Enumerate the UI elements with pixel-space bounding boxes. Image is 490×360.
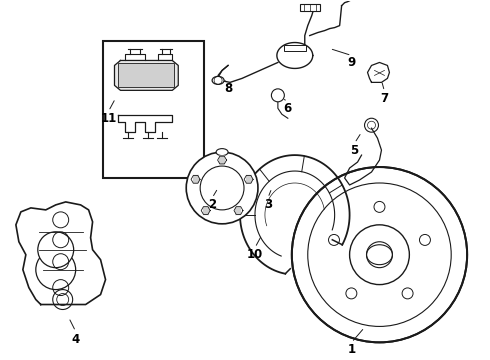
Bar [119,63,174,87]
Polygon shape [218,156,226,164]
Text: 4: 4 [72,333,80,346]
Polygon shape [368,62,390,82]
Text: 11: 11 [100,112,117,125]
Polygon shape [119,115,172,132]
Circle shape [271,89,284,102]
Text: 5: 5 [350,144,359,157]
Bar [284,45,306,50]
Circle shape [38,232,74,268]
Circle shape [36,250,75,289]
Text: 3: 3 [264,198,272,211]
Text: 2: 2 [208,198,216,211]
Text: 7: 7 [380,92,389,105]
Polygon shape [191,175,200,183]
Ellipse shape [216,149,228,156]
Text: 9: 9 [347,56,356,69]
Polygon shape [201,207,210,215]
Text: 10: 10 [247,248,263,261]
Text: 8: 8 [224,82,232,95]
Circle shape [292,167,467,342]
Polygon shape [115,60,178,90]
Polygon shape [244,175,253,183]
Circle shape [186,152,258,224]
Text: 1: 1 [347,343,356,356]
Bar [300,4,319,11]
Ellipse shape [212,76,224,84]
Bar [102,41,204,178]
Polygon shape [16,202,105,305]
Text: 6: 6 [284,102,292,115]
Polygon shape [234,207,243,215]
